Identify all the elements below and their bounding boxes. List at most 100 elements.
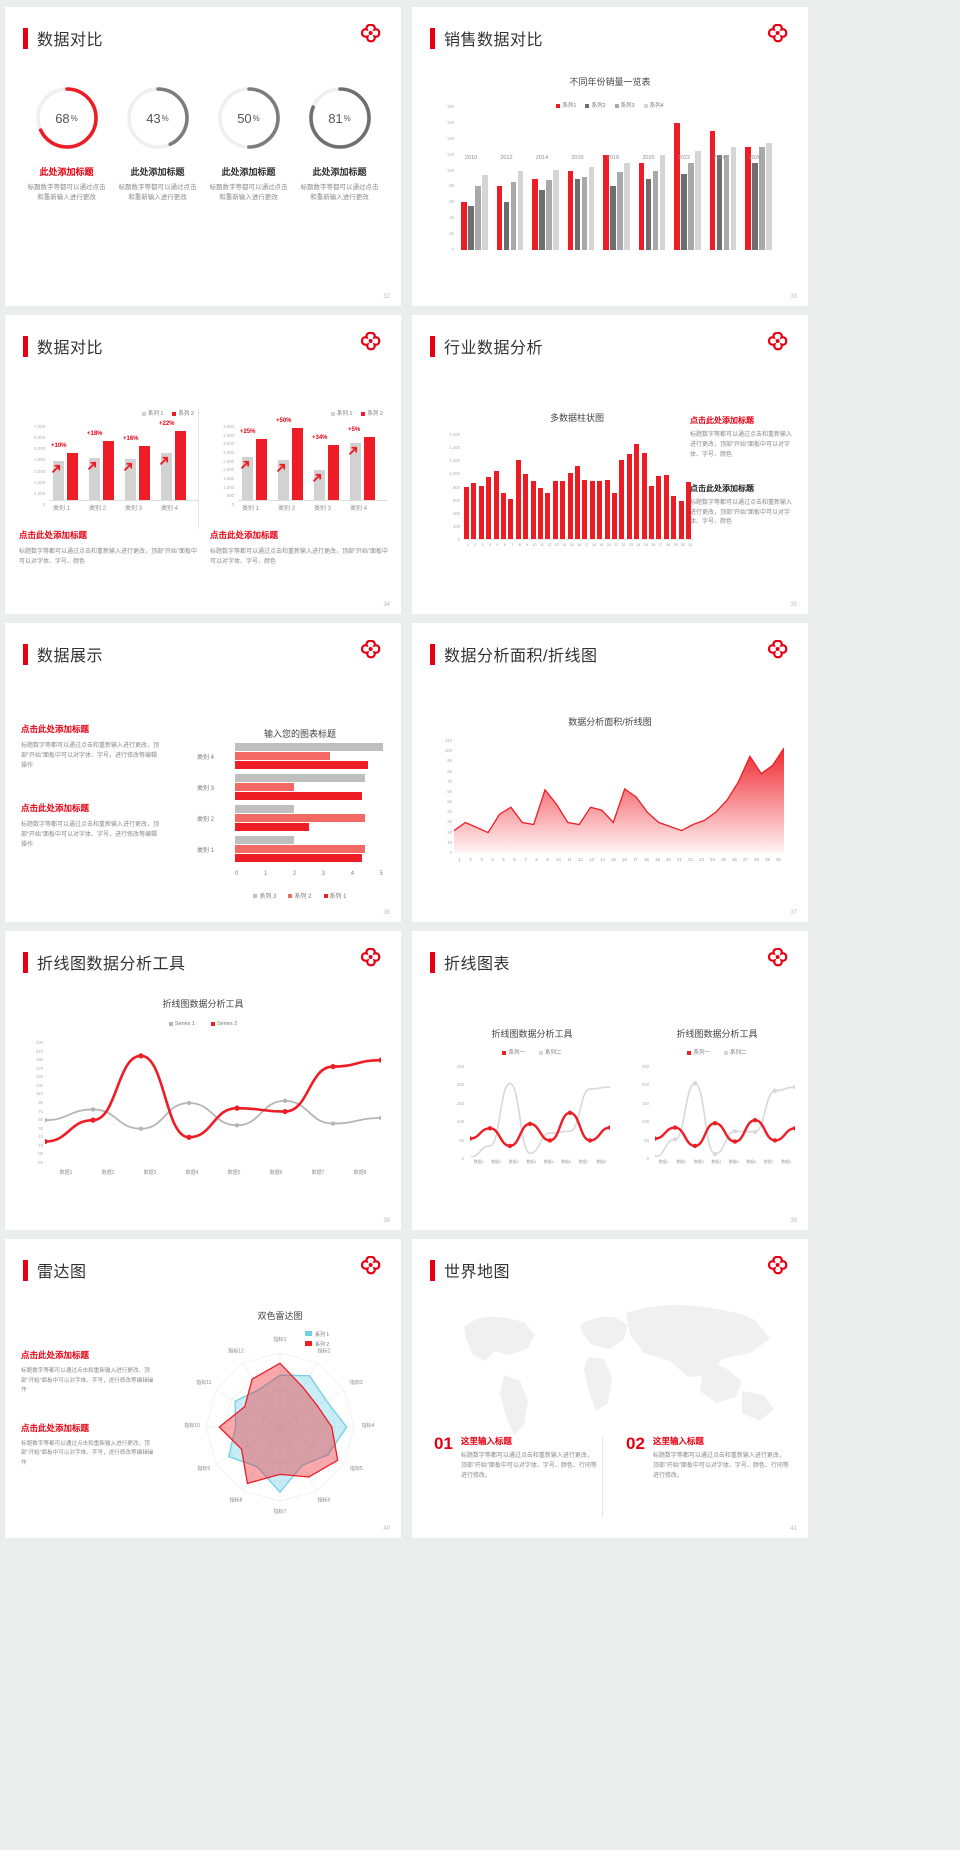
slide-number: 32 <box>383 294 390 300</box>
x-tick-label: 数据4 <box>185 1170 199 1176</box>
bar <box>652 170 658 250</box>
line-series <box>653 1118 797 1148</box>
x-tick-label: 2024 <box>713 155 726 161</box>
x-tick-label: 8 <box>535 857 538 862</box>
bar <box>678 500 684 539</box>
slide-32[interactable]: 数据对比 68% 此处添加标题 标题数字等都可以通过点击和重新输入进行更改 43… <box>5 7 401 306</box>
bar <box>235 792 363 800</box>
y-tick-label: 60 <box>447 788 452 794</box>
x-tick-label: 5 <box>379 871 383 877</box>
bar <box>235 761 369 769</box>
data-point <box>42 1117 48 1123</box>
slide-header: 数据分析面积/折线图 <box>430 642 597 666</box>
legend-swatch <box>168 1021 173 1026</box>
slide-number: 40 <box>383 1526 390 1532</box>
bar <box>278 460 289 500</box>
slide-header: 折线图数据分析工具 <box>23 950 186 974</box>
slide-34[interactable]: 数据对比 系列 1 系列 2 7,000 6,000 5,000 4,000 3,000 2,… <box>5 315 401 614</box>
legend-item: 系列 2 <box>172 409 194 417</box>
slide-41[interactable]: 世界地图 01 这里输入标题 标题数字等都可以通过点击和重新输入进行更改，顶部“… <box>412 1239 808 1538</box>
bar <box>716 154 722 250</box>
flower-logo-icon <box>360 948 381 967</box>
data-point <box>487 1126 493 1131</box>
bar <box>125 458 136 500</box>
title-accent-bar <box>23 27 28 49</box>
bar <box>567 170 573 250</box>
bar <box>67 453 78 500</box>
x-tick-label: 9 <box>526 543 529 547</box>
data-point <box>330 1121 336 1126</box>
slide-40[interactable]: 雷达图 点击此处添加标题 标题数字等都可以通过点击和重新输入进行更改，顶部“开始… <box>5 1239 401 1538</box>
slide-33[interactable]: 销售数据对比 不同年份销量一览表 系列1 系列2 系列3 系列4 180 160 140 120… <box>412 7 808 306</box>
slide-37[interactable]: 数据分析面积/折线图 数据分析面积/折线图 110 100 90 80 70 60 50 40 3… <box>412 623 808 922</box>
bar <box>619 460 625 539</box>
y-tick-label: 600 <box>452 497 460 503</box>
radar-axis-label: 指标8 <box>230 1496 243 1503</box>
x-axis-labels: 数据1 数据2 数据3 数据4 数据5 数据6 数据7 数据8 <box>655 1160 795 1165</box>
footer-block: 点击此处添加标题 标题数字等都可以通过点击和重新输入进行更改，顶部“开始”面板中… <box>210 529 390 567</box>
x-tick-label: 6 <box>503 543 506 547</box>
flower-logo-icon <box>360 1256 381 1275</box>
x-tick-label: 2010 <box>464 155 478 161</box>
y-tick-label: 0 <box>231 502 234 507</box>
data-point <box>467 1136 473 1141</box>
y-tick-label: 160 <box>446 119 454 125</box>
footer-heading: 点击此处添加标题 <box>19 530 88 540</box>
legend-item: 系列4 <box>643 101 664 109</box>
y-tick-label: 170 <box>35 1065 43 1071</box>
bar <box>624 162 630 250</box>
bar <box>588 166 594 250</box>
bar <box>364 436 375 500</box>
bar <box>597 480 603 539</box>
data-point <box>792 1126 798 1131</box>
y-tick-label: 1,000 <box>223 484 234 490</box>
slide-35[interactable]: 行业数据分析 多数据柱状图 1,600 1,400 1,200 1,000 800 600 4… <box>412 315 808 614</box>
x-tick-label: 25 <box>643 543 648 547</box>
y-tick-label: 190 <box>35 1057 43 1063</box>
y-tick-label: 250 <box>641 1064 649 1069</box>
x-tick-label: 24 <box>710 857 715 862</box>
growth-arrow-icon <box>160 456 169 465</box>
y-tick-label: 2,000 <box>223 467 234 473</box>
bar <box>582 479 588 539</box>
data-point <box>692 1143 698 1149</box>
data-point <box>672 1125 678 1130</box>
slide-39[interactable]: 折线图表 折线图数据分析工具 系列一 系列二 250 200 150 100 50 0 数据1 数据… <box>412 931 808 1230</box>
page-title: 世界地图 <box>444 1264 511 1281</box>
bar-group: 类别 1 <box>197 836 383 867</box>
chart-legend: Series 1 Series 2 <box>5 1021 401 1027</box>
x-tick-label: 数据5 <box>227 1170 241 1176</box>
y-tick-label: 类别 3 <box>197 786 215 792</box>
title-accent-bar <box>430 1259 435 1281</box>
donut-value: 81% <box>328 110 351 126</box>
y-tick-label: 200 <box>456 1082 464 1088</box>
y-tick-label: 60 <box>449 199 454 205</box>
line-series <box>43 1054 383 1143</box>
y-tick-label: 70 <box>38 1108 43 1114</box>
y-tick-label: 4,000 <box>34 457 45 463</box>
slide-36[interactable]: 数据展示 点击此处添加标题 标题数字等都可以通过点击和重新输入进行更改，顶部“开… <box>5 623 401 922</box>
slide-38[interactable]: 折线图数据分析工具 折线图数据分析工具 Series 1 Series 2 230 21… <box>5 931 401 1230</box>
growth-label: +5% <box>348 426 361 433</box>
x-tick-label: 7 <box>511 543 514 547</box>
bar-group <box>314 423 339 500</box>
y-tick-label: 10 <box>38 1134 43 1140</box>
data-point <box>712 1120 718 1126</box>
donut-value: 43% <box>146 110 169 126</box>
legend-item: 系列一 <box>502 1048 525 1056</box>
y-tick-label: 180 <box>446 104 454 109</box>
data-point <box>752 1118 758 1123</box>
legend-item: 系列 2 <box>361 409 383 417</box>
y-tick-label: 90 <box>38 1100 43 1105</box>
x-tick-label: 类别 1 <box>242 506 260 512</box>
bar <box>612 493 617 539</box>
card-divider <box>602 1437 603 1517</box>
panel-divider <box>198 409 199 529</box>
x-tick-label: 数据5 <box>728 1160 739 1164</box>
y-tick-label: 0 <box>461 1156 464 1161</box>
flower-logo-icon <box>767 332 788 351</box>
y-tick-label: 80 <box>447 768 452 774</box>
x-tick-label: 数据8 <box>596 1160 607 1164</box>
bar <box>638 162 644 250</box>
line-plot-area <box>42 1043 384 1163</box>
